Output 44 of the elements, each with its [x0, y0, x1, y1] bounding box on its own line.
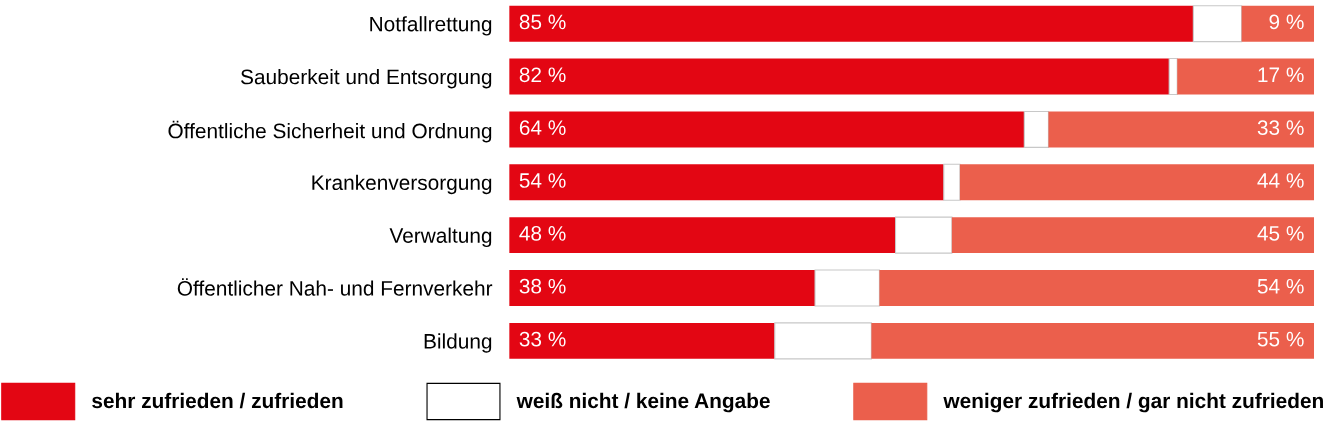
bar	[943, 163, 961, 201]
data-label: 48 %	[519, 225, 566, 241]
legend-label: sehr zufrieden / zufrieden	[92, 392, 343, 409]
legend-label: weiß nicht / keine Angabe	[516, 392, 770, 413]
bar	[1192, 5, 1243, 43]
y-tick-label: Krankenversorgung	[312, 174, 492, 195]
y-tick-label: Notfallrettung	[370, 16, 492, 36]
bar	[774, 322, 872, 360]
bar	[814, 269, 880, 307]
bar	[1048, 111, 1315, 148]
y-tick-label: Sauberkeit und Entsorgung	[240, 69, 492, 89]
bar	[509, 217, 896, 254]
bar	[509, 270, 816, 306]
data-label: 55 %	[1257, 331, 1304, 347]
y-tick-label: Öffentlicher Nah- und Fernverkehr	[177, 278, 493, 296]
bar	[509, 5, 1194, 42]
bar	[879, 270, 1315, 306]
data-label: 38 %	[519, 278, 566, 294]
bar	[509, 111, 1025, 148]
data-label: 33 %	[519, 331, 566, 347]
y-tick-label: Bildung	[424, 333, 492, 353]
data-label: 82 %	[519, 67, 566, 83]
legend-label: weniger zufrieden / gar nicht zufrieden	[943, 392, 1323, 413]
bar	[509, 164, 944, 201]
data-label: 33 %	[1257, 120, 1304, 135]
data-label: 85 %	[519, 14, 566, 30]
bar	[1241, 5, 1315, 42]
bar	[951, 217, 1315, 254]
data-label: 54 %	[519, 173, 566, 188]
bar	[509, 58, 1170, 95]
y-tick-label: Öffentliche Sicherheit und Ordnung	[168, 120, 492, 143]
bar	[959, 164, 1315, 201]
data-label: 17 %	[1258, 67, 1304, 83]
y-tick-label: Verwaltung	[389, 227, 492, 248]
data-label: 54 %	[1257, 278, 1304, 294]
data-label: 64 %	[519, 120, 566, 135]
data-label: 44 %	[1257, 173, 1304, 188]
data-label: 45 %	[1257, 226, 1304, 241]
bar	[894, 216, 953, 254]
bar	[1023, 110, 1050, 148]
data-label: 9 %	[1269, 14, 1304, 30]
bar	[1177, 58, 1315, 95]
bar	[871, 322, 1315, 359]
bar	[509, 322, 775, 359]
